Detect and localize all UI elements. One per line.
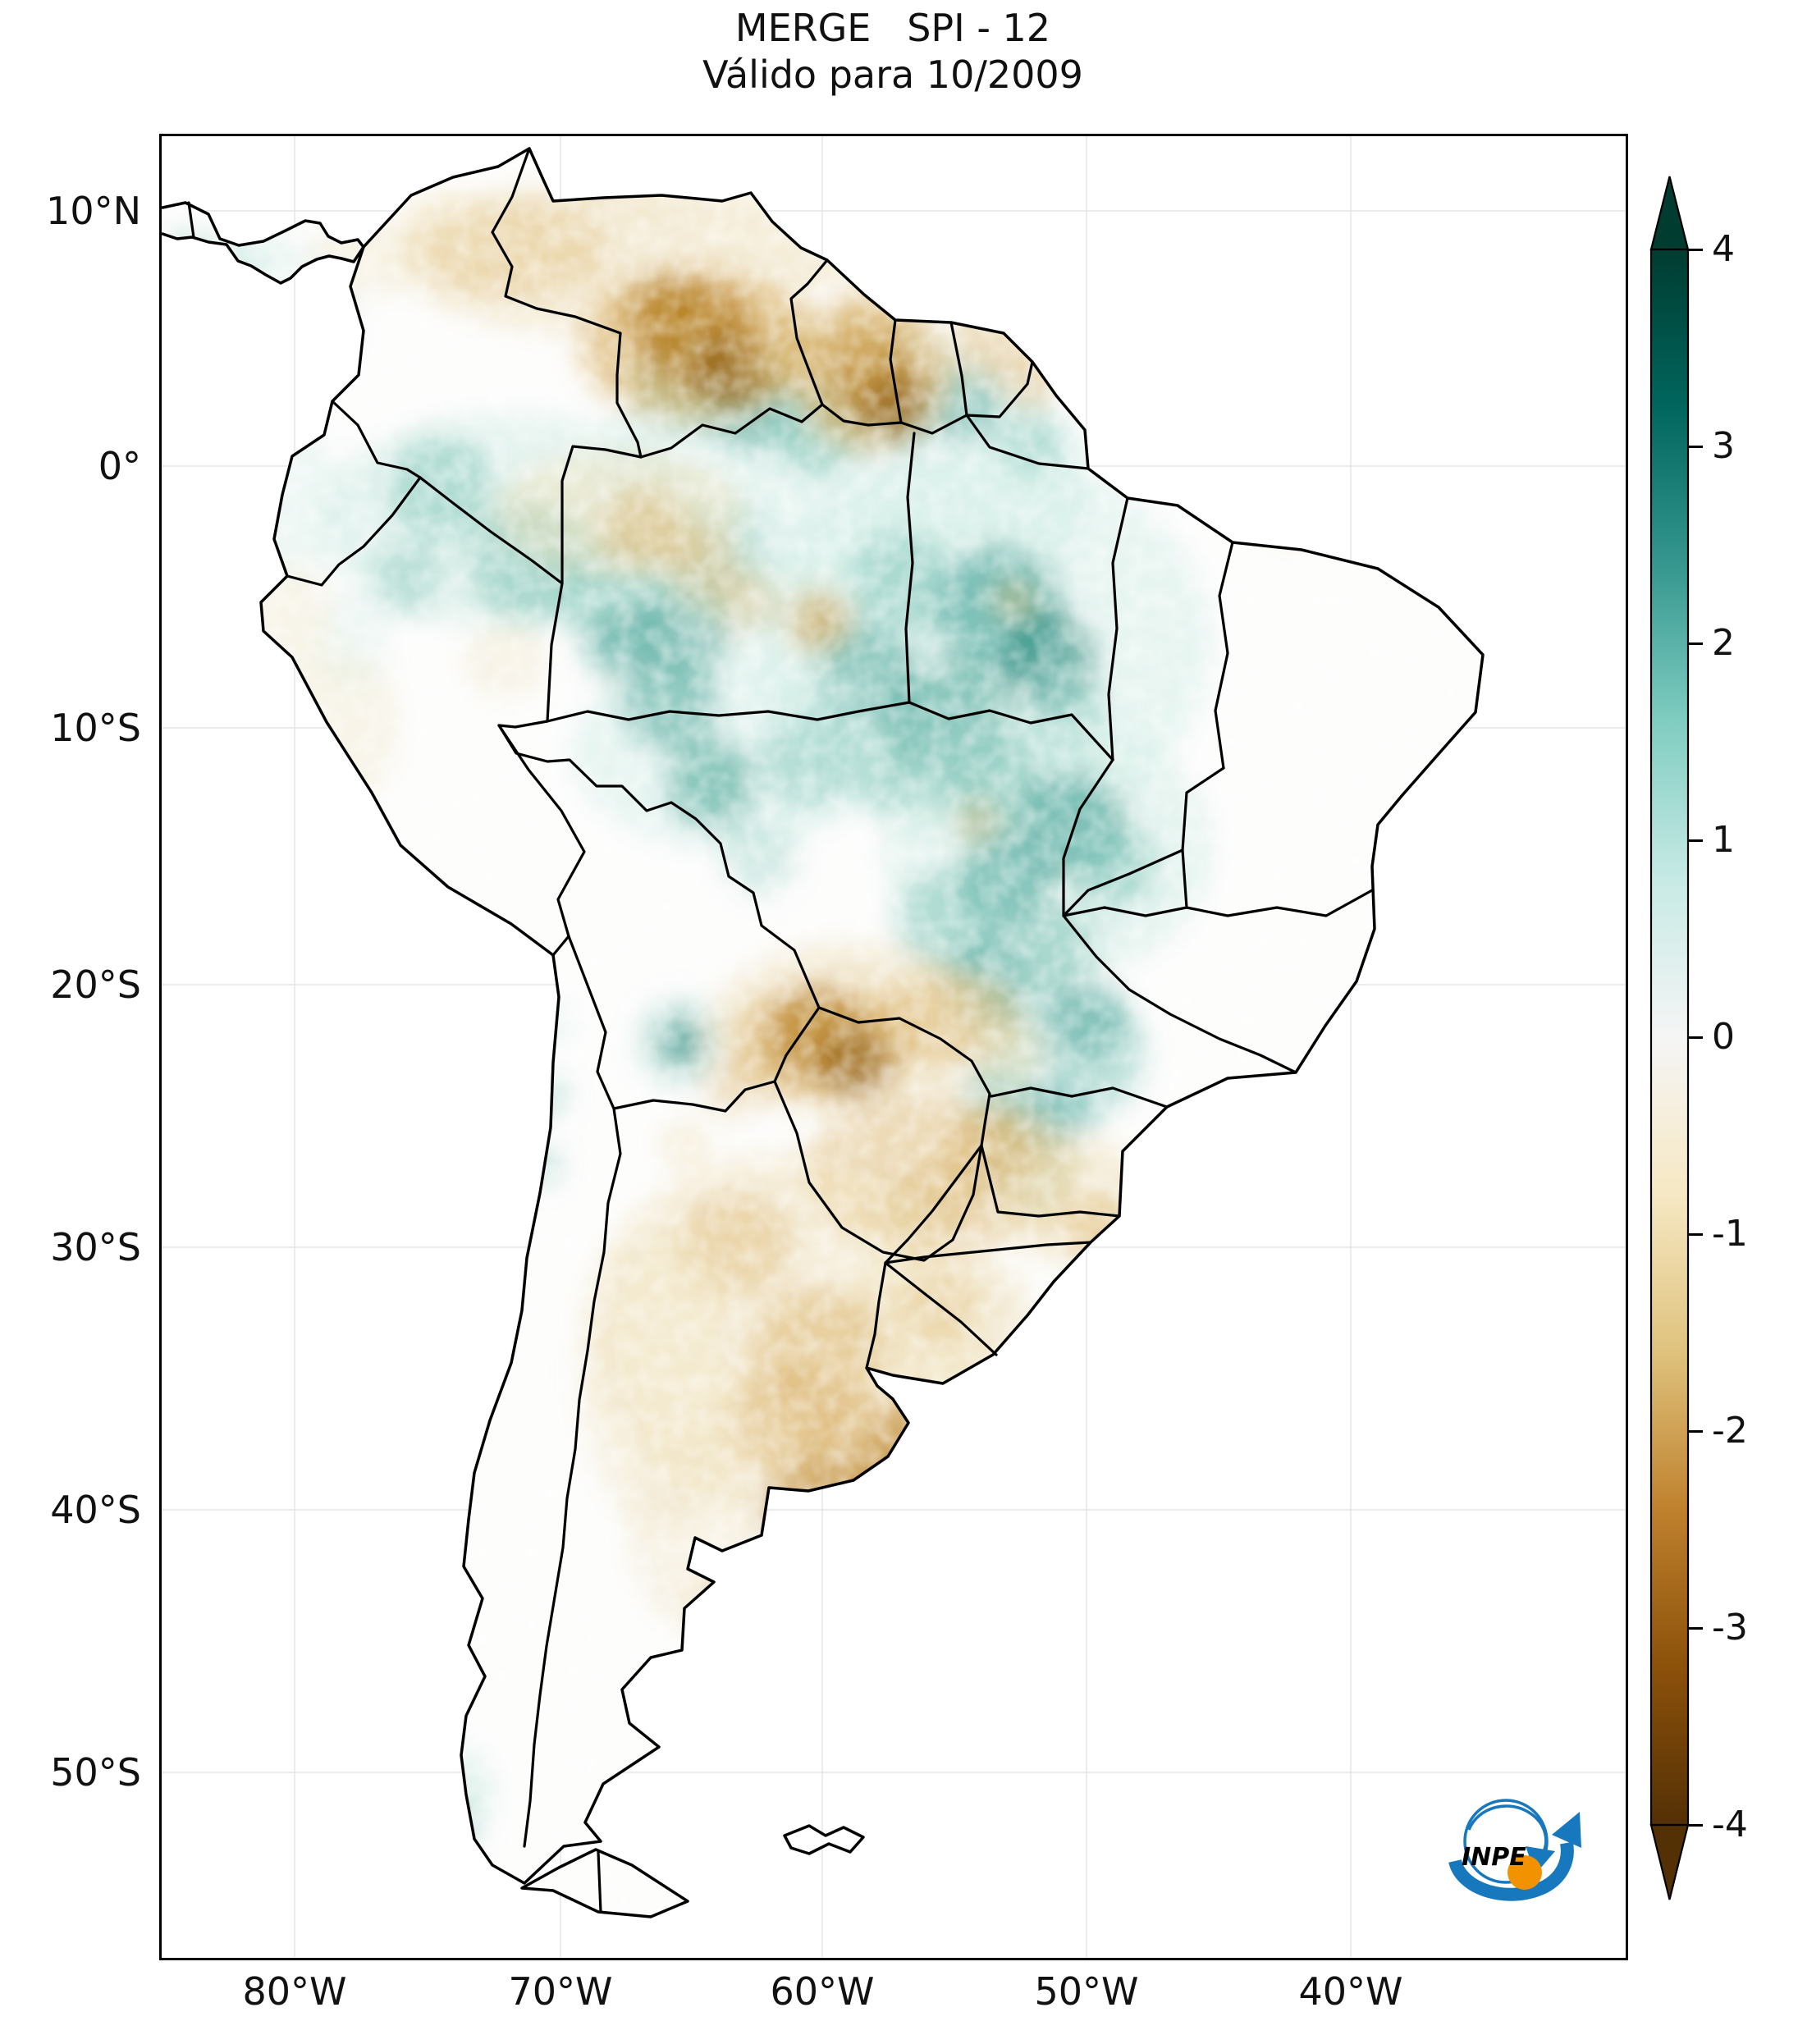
colorbar-tick [1689, 1430, 1703, 1433]
colorbar-tick [1689, 642, 1703, 645]
colorbar-tick [1689, 1627, 1703, 1630]
colorbar-bottom-arrow [1649, 1823, 1690, 1900]
y-tick-label: 10°S [50, 706, 141, 750]
colorbar-tick-label: 3 [1712, 425, 1735, 467]
noise-texture [162, 149, 1483, 1917]
colorbar-tick [1689, 249, 1703, 251]
colorbar-tick-label: 2 [1712, 622, 1735, 664]
political-borders [187, 147, 1374, 1914]
x-tick-label: 60°W [770, 1969, 875, 2014]
y-tick-label: 50°S [50, 1750, 141, 1795]
figure-subtitle: Válido para 10/2009 [702, 53, 1083, 97]
colorbar-tick-label: -1 [1712, 1213, 1748, 1255]
title-block: MERGE SPI - 12 Válido para 10/2009 [161, 5, 1625, 98]
y-tick-label: 10°N [46, 189, 141, 233]
colorbar-tick-label: -3 [1712, 1607, 1748, 1648]
logo-swoosh-arrowhead [1552, 1812, 1581, 1848]
colorbar-tick-label: -4 [1712, 1804, 1748, 1845]
figure-title: MERGE SPI - 12 [734, 6, 1051, 50]
logo-orange-dot [1507, 1855, 1542, 1890]
inpe-logo: INPE [1448, 1799, 1581, 1901]
colorbar-tick [1689, 1233, 1703, 1236]
spi-field [162, 149, 1483, 1917]
x-tick-label: 40°W [1298, 1969, 1403, 2014]
colorbar-tick [1689, 1036, 1703, 1039]
y-tick-label: 20°S [50, 963, 141, 1007]
logo-swoosh [1448, 1841, 1574, 1901]
colorbar-tick-label: 0 [1712, 1016, 1735, 1058]
colorbar-tick-label: -2 [1712, 1410, 1748, 1452]
x-tick-label: 50°W [1034, 1969, 1139, 2014]
colorbar-top-arrow [1649, 176, 1690, 251]
colorbar-tick-label: 4 [1712, 228, 1735, 270]
y-tick-label: 40°S [50, 1488, 141, 1532]
colorbar-tick [1689, 446, 1703, 448]
logo-inner-swirl [1467, 1804, 1548, 1855]
coastline [161, 147, 1485, 1918]
colorbar-gradient [1649, 248, 1690, 1827]
colorbar-tick [1689, 839, 1703, 842]
colorbar-tick-label: 1 [1712, 819, 1735, 861]
x-tick-label: 80°W [242, 1969, 347, 2014]
colorbar [1649, 176, 1690, 1900]
y-tick-label: 0° [98, 444, 141, 488]
y-tick-label: 30°S [50, 1225, 141, 1269]
x-tick-label: 70°W [508, 1969, 613, 2014]
south-america-spi-map [161, 135, 1625, 1957]
logo-text: INPE [1462, 1843, 1526, 1872]
colorbar-tick [1689, 1824, 1703, 1827]
